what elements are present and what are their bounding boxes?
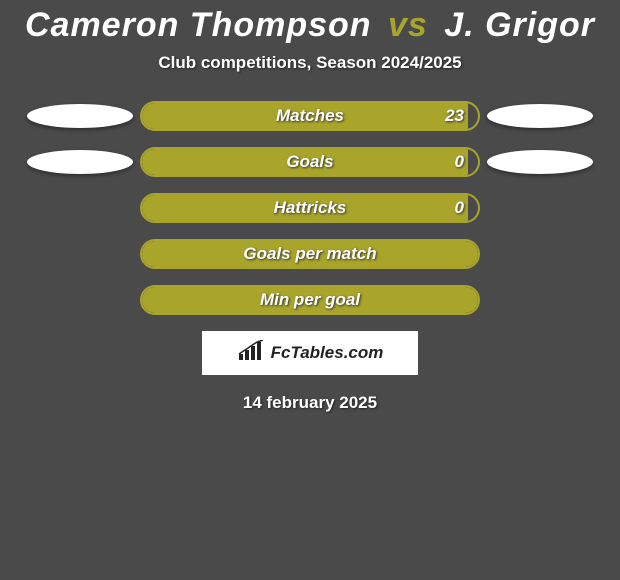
player2-ellipse [487, 150, 593, 174]
brand-chart-icon [237, 340, 265, 367]
brand-box: FcTables.com [202, 331, 418, 375]
right-ellipse-wrap [480, 104, 600, 128]
brand-text: FcTables.com [271, 343, 384, 363]
stat-row: Goals per match [0, 239, 620, 269]
page-title: Cameron Thompson vs J. Grigor [0, 0, 620, 45]
date-text: 14 february 2025 [0, 393, 620, 413]
player1-ellipse [27, 150, 133, 174]
stat-bar-label: Min per goal [142, 290, 478, 310]
left-ellipse-wrap [20, 150, 140, 174]
stat-bar: Hattricks0 [140, 193, 480, 223]
subtitle: Club competitions, Season 2024/2025 [0, 53, 620, 73]
stat-row: Matches23 [0, 101, 620, 131]
title-player1: Cameron Thompson [25, 6, 372, 44]
player1-ellipse [27, 104, 133, 128]
stat-bar-label: Matches [142, 106, 478, 126]
stat-row: Hattricks0 [0, 193, 620, 223]
stat-bar: Matches23 [140, 101, 480, 131]
stat-bar: Min per goal [140, 285, 480, 315]
stat-bar: Goals per match [140, 239, 480, 269]
player2-ellipse [487, 104, 593, 128]
left-ellipse-wrap [20, 104, 140, 128]
stat-bar-label: Hattricks [142, 198, 478, 218]
stat-bar-value: 0 [455, 152, 464, 172]
stat-row: Min per goal [0, 285, 620, 315]
stat-bar-label: Goals per match [142, 244, 478, 264]
stat-bar-value: 0 [455, 198, 464, 218]
stat-bar-value: 23 [445, 106, 464, 126]
stat-row: Goals0 [0, 147, 620, 177]
stat-rows: Matches23Goals0Hattricks0Goals per match… [0, 101, 620, 315]
title-vs: vs [388, 6, 428, 44]
stat-bar: Goals0 [140, 147, 480, 177]
stat-bar-label: Goals [142, 152, 478, 172]
title-player2: J. Grigor [444, 6, 595, 44]
right-ellipse-wrap [480, 150, 600, 174]
